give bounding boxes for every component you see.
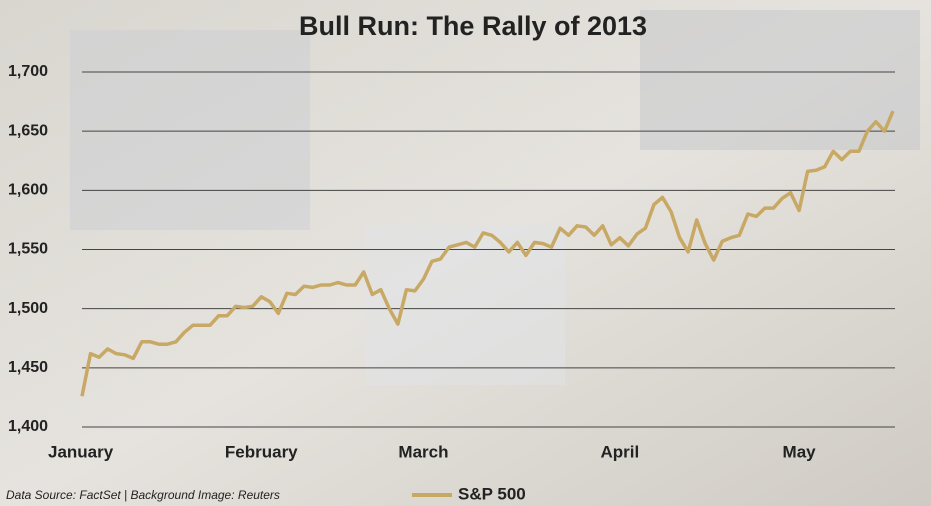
x-tick-label: May bbox=[783, 442, 817, 461]
x-tick-label: February bbox=[225, 442, 298, 461]
background-screen bbox=[365, 225, 565, 385]
source-note: Data Source: FactSet | Background Image:… bbox=[6, 488, 280, 502]
legend-label: S&P 500 bbox=[458, 484, 526, 503]
background-screen bbox=[640, 10, 920, 150]
chart-title: Bull Run: The Rally of 2013 bbox=[299, 11, 647, 41]
x-tick-label: April bbox=[600, 442, 639, 461]
y-tick-label: 1,700 bbox=[8, 63, 48, 80]
y-tick-label: 1,450 bbox=[8, 359, 48, 376]
y-tick-label: 1,400 bbox=[8, 418, 48, 435]
y-tick-label: 1,650 bbox=[8, 122, 48, 139]
series-line bbox=[80, 110, 895, 397]
background-screen bbox=[70, 30, 310, 230]
x-tick-label: January bbox=[48, 442, 114, 461]
x-tick-label: March bbox=[398, 442, 448, 461]
y-tick-label: 1,500 bbox=[8, 300, 48, 317]
y-tick-label: 1,600 bbox=[8, 182, 48, 199]
y-tick-label: 1,550 bbox=[8, 241, 48, 258]
